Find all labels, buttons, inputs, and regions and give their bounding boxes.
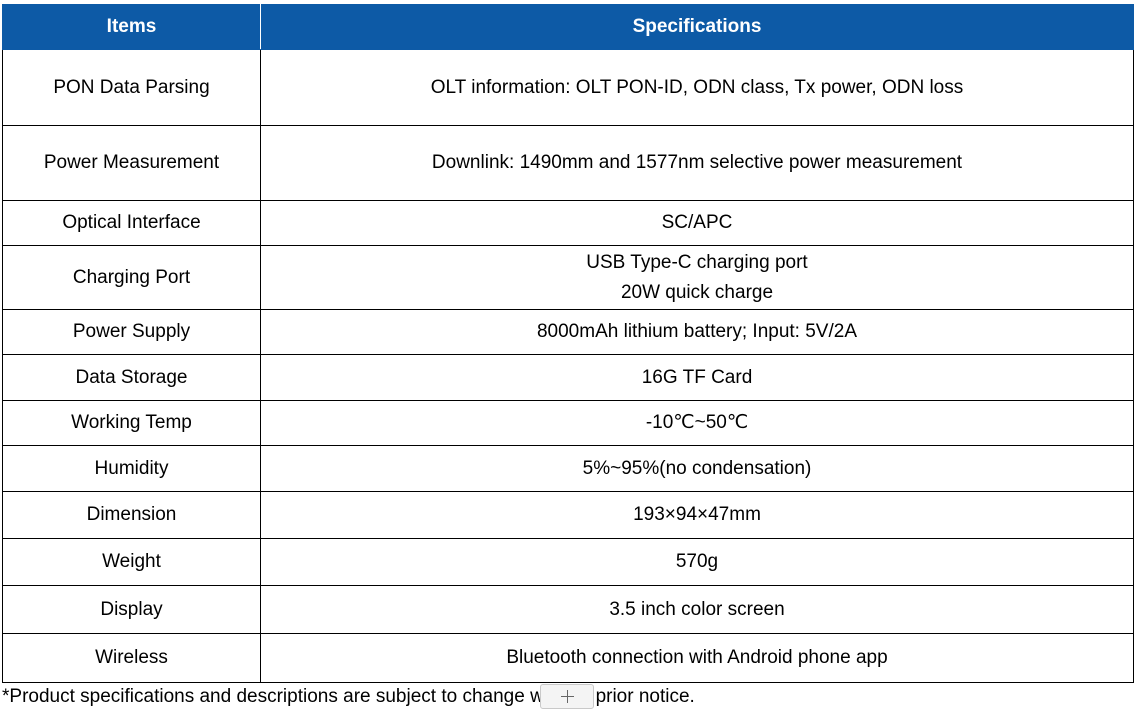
specifications-table: Items Specifications PON Data Parsing OL… [2, 4, 1134, 683]
table-row: Optical Interface SC/APC [2, 200, 1134, 246]
spec-cell: 193×94×47mm [260, 491, 1134, 539]
add-button[interactable] [540, 684, 594, 709]
spec-cell: USB Type-C charging port 20W quick charg… [260, 245, 1134, 310]
item-cell: Humidity [2, 445, 261, 492]
spec-cell: -10℃~50℃ [260, 400, 1134, 446]
plus-icon [560, 690, 574, 703]
specifications-column-header: Specifications [260, 4, 1134, 50]
item-cell: Data Storage [2, 354, 261, 401]
table-row: Weight 570g [2, 538, 1134, 586]
item-cell: Optical Interface [2, 200, 261, 246]
spec-cell: OLT information: OLT PON-ID, ODN class, … [260, 49, 1134, 126]
spec-cell: 3.5 inch color screen [260, 585, 1134, 634]
item-cell: Weight [2, 538, 261, 586]
table-row: Working Temp -10℃~50℃ [2, 400, 1134, 446]
item-cell: Power Supply [2, 309, 261, 355]
table-row: Humidity 5%~95%(no condensation) [2, 445, 1134, 492]
item-cell: Working Temp [2, 400, 261, 446]
item-cell: Display [2, 585, 261, 634]
table-row: PON Data Parsing OLT information: OLT PO… [2, 49, 1134, 126]
spec-cell: 570g [260, 538, 1134, 586]
spec-line: 20W quick charge [620, 281, 774, 303]
spec-cell: 8000mAh lithium battery; Input: 5V/2A [260, 309, 1134, 355]
table-row: Wireless Bluetooth connection with Andro… [2, 633, 1134, 683]
spec-cell: Bluetooth connection with Android phone … [260, 633, 1134, 683]
disclaimer-footnote: *Product specifications and descriptions… [2, 686, 695, 707]
table-header-row: Items Specifications [2, 4, 1134, 50]
items-column-header: Items [2, 4, 261, 50]
spec-line: USB Type-C charging port [586, 251, 808, 273]
item-cell: Charging Port [2, 245, 261, 310]
table-row: Charging Port USB Type-C charging port 2… [2, 245, 1134, 310]
spec-cell: 16G TF Card [260, 354, 1134, 401]
table-row: Power Measurement Downlink: 1490mm and 1… [2, 125, 1134, 201]
spec-cell: SC/APC [260, 200, 1134, 246]
item-cell: Wireless [2, 633, 261, 683]
spec-cell: 5%~95%(no condensation) [260, 445, 1134, 492]
spec-cell: Downlink: 1490mm and 1577nm selective po… [260, 125, 1134, 201]
table-row: Data Storage 16G TF Card [2, 354, 1134, 401]
table-row: Display 3.5 inch color screen [2, 585, 1134, 634]
table-row: Power Supply 8000mAh lithium battery; In… [2, 309, 1134, 355]
item-cell: PON Data Parsing [2, 49, 261, 126]
table-row: Dimension 193×94×47mm [2, 491, 1134, 539]
item-cell: Dimension [2, 491, 261, 539]
item-cell: Power Measurement [2, 125, 261, 201]
